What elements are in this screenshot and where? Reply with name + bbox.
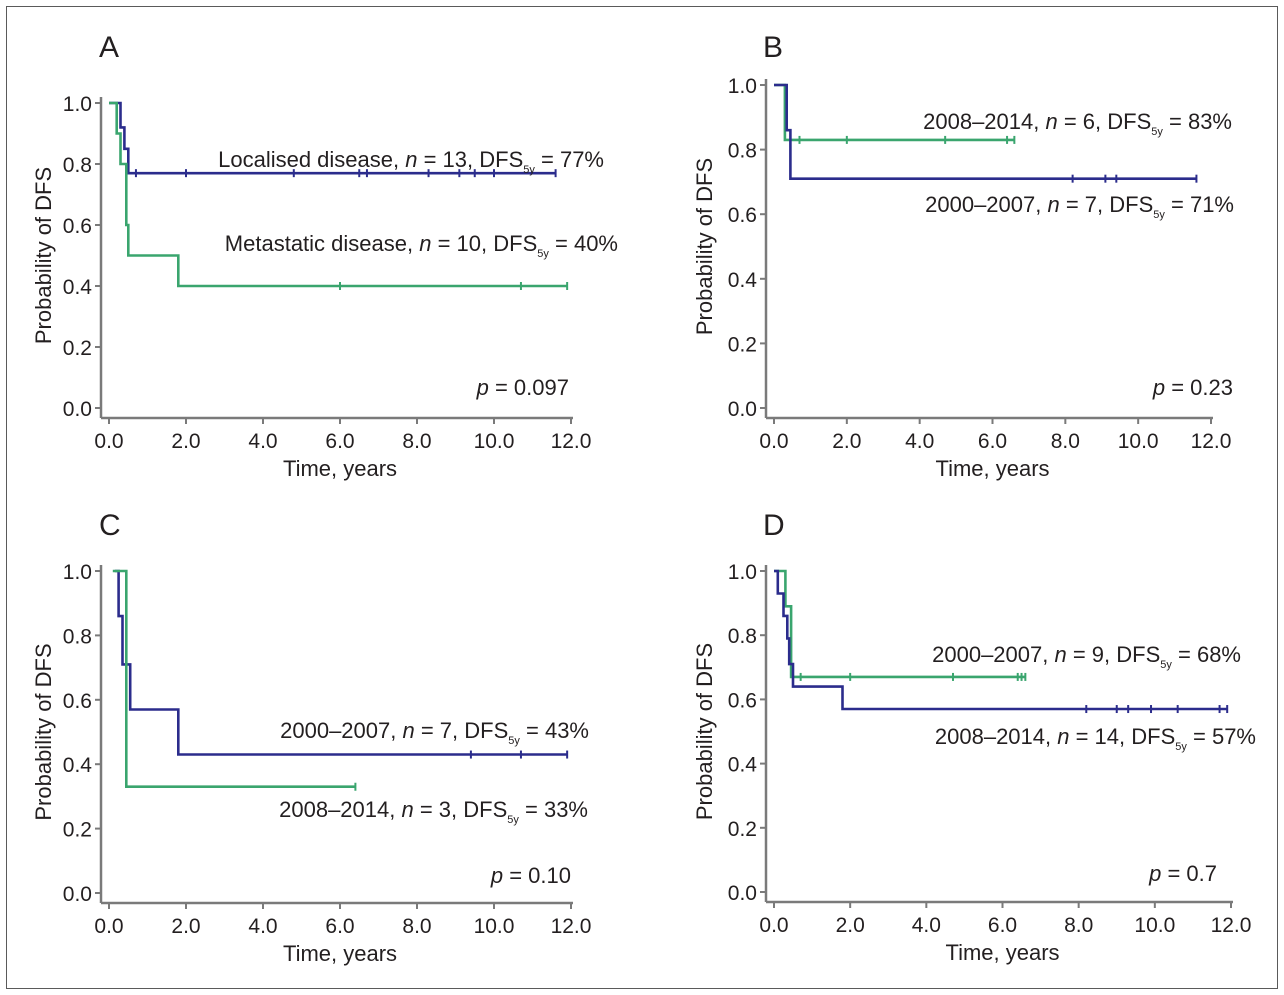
figure: A 0.0 0.2 0.4 0.6 0.8 1.0 0.0 2.0 4.0 6.0 8.0 10.0 12… xyxy=(6,6,1278,989)
y-tick-label: 0.6 xyxy=(728,204,757,227)
x-tick-label: 6.0 xyxy=(978,430,1007,453)
series-label: 2008–2014, n = 6, DFS5y = 83% xyxy=(923,109,1232,138)
x-tick-label: 12.0 xyxy=(1211,914,1252,937)
series-label: 2000–2007, n = 7, DFS5y = 71% xyxy=(925,192,1234,221)
y-tick-label: 0.6 xyxy=(728,689,757,712)
x-tick-label: 4.0 xyxy=(248,915,277,938)
panel-d: D 0.0 0.2 0.4 0.6 0.8 1.0 0.0 2.0 4.0 6.0 8.0 10.0 12… xyxy=(692,509,1256,965)
y-tick-label: 0.2 xyxy=(728,333,757,356)
x-tick-label: 2.0 xyxy=(832,430,861,453)
x-tick-label: 2.0 xyxy=(171,430,200,453)
x-tick-label: 12.0 xyxy=(551,915,592,938)
y-tick-label: 0.4 xyxy=(728,754,758,777)
x-tick-label: 0.0 xyxy=(94,915,123,938)
x-tick-label: 4.0 xyxy=(912,914,941,937)
series-label: 2008–2014, n = 3, DFS5y = 33% xyxy=(279,797,588,826)
y-tick-label: 0.0 xyxy=(728,398,757,421)
p-value-label: p = 0.7 xyxy=(1148,861,1217,886)
y-tick-label: 1.0 xyxy=(63,93,92,116)
y-axis-title: Probability of DFS xyxy=(31,167,56,344)
y-tick-label: 0.8 xyxy=(728,625,757,648)
x-tick-label: 10.0 xyxy=(474,915,515,938)
x-tick-label: 8.0 xyxy=(1064,914,1093,937)
km-curve-blue xyxy=(774,569,1228,711)
y-tick-label: 0.0 xyxy=(63,883,92,906)
x-axis-title: Time, years xyxy=(283,456,397,481)
km-curve-blue xyxy=(774,83,1197,180)
x-tick-label: 8.0 xyxy=(1051,430,1080,453)
km-curve-green xyxy=(109,101,568,288)
y-axis-title: Probability of DFS xyxy=(31,643,56,820)
panel-letter: B xyxy=(763,31,783,64)
series-label: 2008–2014, n = 14, DFS5y = 57% xyxy=(935,724,1256,753)
y-tick-label: 1.0 xyxy=(728,561,757,584)
y-tick-label: 0.4 xyxy=(728,269,758,292)
series-label: Localised disease, n = 13, DFS5y = 77% xyxy=(218,147,604,176)
x-axis-title: Time, years xyxy=(935,456,1049,481)
panel-letter: D xyxy=(763,509,785,542)
y-tick-label: 0.4 xyxy=(63,276,93,299)
panel-c: C 0.0 0.2 0.4 0.6 0.8 1.0 0.0 2.0 4.0 6.0 8.0 10.0 12… xyxy=(31,509,591,966)
x-tick-label: 8.0 xyxy=(402,430,431,453)
y-axis-title: Probability of DFS xyxy=(692,158,717,335)
y-tick-label: 0.6 xyxy=(63,690,92,713)
y-axis-title: Probability of DFS xyxy=(692,643,717,820)
x-tick-label: 2.0 xyxy=(171,915,200,938)
p-value-label: p = 0.097 xyxy=(476,375,569,400)
km-curve-green xyxy=(112,569,356,788)
y-tick-label: 0.2 xyxy=(63,819,92,842)
p-value-label: p = 0.10 xyxy=(490,863,571,888)
x-tick-label: 4.0 xyxy=(248,430,277,453)
y-tick-label: 0.0 xyxy=(63,398,92,421)
y-tick-label: 0.8 xyxy=(728,140,757,163)
y-tick-label: 0.8 xyxy=(63,625,92,648)
panel-letter: A xyxy=(99,31,119,64)
x-axis-title: Time, years xyxy=(945,940,1059,965)
x-tick-label: 6.0 xyxy=(325,430,354,453)
panel-letter: C xyxy=(99,509,121,542)
km-figure-svg: A 0.0 0.2 0.4 0.6 0.8 1.0 0.0 2.0 4.0 6.0 8.0 10.0 12… xyxy=(31,31,1256,966)
y-tick-label: 0.6 xyxy=(63,215,92,238)
x-tick-label: 10.0 xyxy=(1118,430,1159,453)
y-tick-label: 0.2 xyxy=(63,337,92,360)
y-tick-label: 1.0 xyxy=(728,75,757,98)
y-tick-label: 0.4 xyxy=(63,754,93,777)
series-label: Metastatic disease, n = 10, DFS5y = 40% xyxy=(225,231,618,260)
series-label: 2000–2007, n = 7, DFS5y = 43% xyxy=(280,718,589,747)
x-tick-label: 12.0 xyxy=(1191,430,1232,453)
p-value-label: p = 0.23 xyxy=(1152,375,1233,400)
x-tick-label: 12.0 xyxy=(551,430,592,453)
y-tick-label: 0.0 xyxy=(728,882,757,905)
series-label: 2000–2007, n = 9, DFS5y = 68% xyxy=(932,642,1241,671)
x-tick-label: 6.0 xyxy=(325,915,354,938)
panel-b: B 0.0 0.2 0.4 0.6 0.8 1.0 0.0 2.0 4.0 6.0 8.0 10.0 12… xyxy=(692,31,1234,481)
x-tick-label: 10.0 xyxy=(474,430,515,453)
y-tick-label: 0.8 xyxy=(63,154,92,177)
x-tick-label: 6.0 xyxy=(988,914,1017,937)
y-tick-label: 1.0 xyxy=(63,561,92,584)
km-curve-blue xyxy=(109,101,556,175)
x-tick-label: 0.0 xyxy=(759,914,788,937)
x-tick-label: 10.0 xyxy=(1134,914,1175,937)
x-axis-title: Time, years xyxy=(283,941,397,966)
y-tick-label: 0.2 xyxy=(728,818,757,841)
x-tick-label: 0.0 xyxy=(759,430,788,453)
x-tick-label: 8.0 xyxy=(402,915,431,938)
km-curve-green xyxy=(774,569,1026,679)
panel-a: A 0.0 0.2 0.4 0.6 0.8 1.0 0.0 2.0 4.0 6.0 8.0 10.0 12… xyxy=(31,31,618,481)
x-tick-label: 0.0 xyxy=(94,430,123,453)
x-tick-label: 2.0 xyxy=(836,914,865,937)
x-tick-label: 4.0 xyxy=(905,430,934,453)
